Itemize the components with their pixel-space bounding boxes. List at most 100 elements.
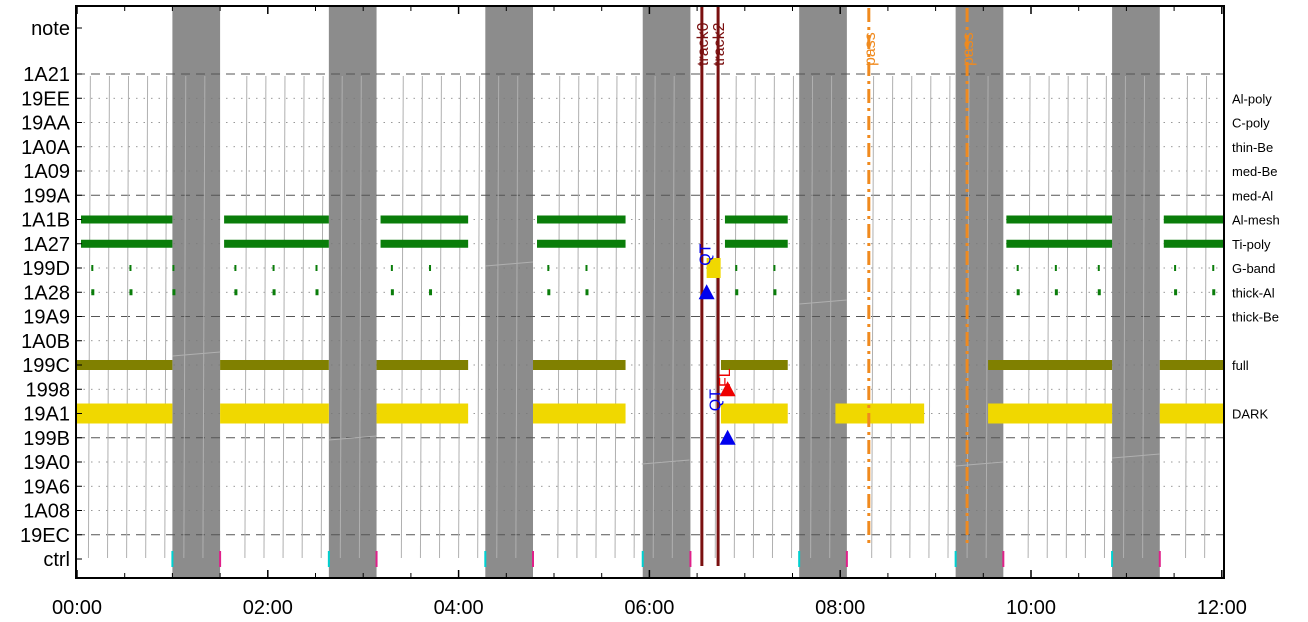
y-label-19A6: 19A6 [23,476,70,498]
bar-19A1-4 [720,403,788,424]
tick-199D-0-1 [129,265,132,271]
y-label-19A0: 19A0 [23,452,70,474]
track-label-0: track0 [695,22,712,66]
bar-199C-1 [220,360,329,370]
annotation-fl-1: FL [717,368,734,387]
tick-1A28-7-0 [1174,289,1178,296]
bar-1A1B-4 [724,215,788,224]
y-label-19A9: 19A9 [23,307,70,329]
orbit-link-1 [328,435,377,441]
tick-199D-2-1 [429,265,432,271]
tick-199D-1-1 [272,265,275,271]
pass-label-1: pass [960,32,977,66]
diag-3-0 [557,75,561,559]
orbit-link-2 [485,261,534,267]
y-label-19EE: 19EE [21,88,70,110]
bar-199C-7 [1159,360,1224,370]
triangle-blue-0 [698,284,715,300]
tick-1A28-0-0 [91,289,95,296]
y-label-199D: 199D [22,258,70,280]
bar-199C-2 [376,360,469,370]
y-label-1A21: 1A21 [23,64,70,86]
diag-1-3 [301,75,305,559]
row-note-19A9: thick-Be [1232,310,1279,325]
diag-6-5 [1123,75,1126,559]
orbit-diagonal-lines [87,75,1208,559]
y-label-19AA: 19AA [21,113,71,135]
bar-1A27-4 [724,239,788,248]
diag-2-3 [458,75,462,559]
x-label-00:00: 00:00 [52,597,102,619]
tick-1A28-2-0 [390,289,394,296]
tick-1A28-4-0 [735,289,739,296]
pass-label-0: pass [862,32,879,66]
diag-7-1 [1204,75,1208,559]
bar-19A1-2 [376,403,469,424]
diag-6-1 [1046,75,1050,559]
bar-19A1-3 [533,403,626,424]
tick-1A28-0-1 [129,289,133,296]
diag-0-6 [202,75,206,559]
bar-19A1-6 [988,403,1113,424]
y-label-note: note [31,18,70,40]
bar-199C-3 [533,360,626,370]
tick-199D-0-0 [91,265,94,271]
diag-4-3 [771,75,775,559]
y-label-199A: 199A [23,185,70,207]
tick-199D-4-1 [773,265,776,271]
diag-2-5 [496,75,500,559]
y-label-199B: 199B [23,428,70,450]
diag-5-2 [909,75,913,559]
x-label-08:00: 08:00 [815,597,865,619]
bar-1A1B-1 [224,215,329,224]
y-label-1A27: 1A27 [23,234,70,256]
diag-1-4 [320,75,324,559]
bar-19A1-5 [835,403,925,424]
row-note-19EE: Al-poly [1232,91,1272,106]
gray-band-5 [955,6,1004,578]
bar-199C-0 [77,360,173,370]
bar-1A1B-2 [380,215,469,224]
annotation-qt-0: QT [698,243,715,265]
annotation-qt-2: QT [707,389,724,411]
tick-1A28-1-1 [272,289,276,296]
x-label-10:00: 10:00 [1006,597,1056,619]
diag-3-5 [652,75,656,559]
gray-band-4 [799,6,847,578]
row-note-19A1: DARK [1232,407,1268,422]
diag-6-6 [1142,75,1146,559]
y-label-1A28: 1A28 [23,282,70,304]
y-label-199C: 199C [22,355,70,377]
tick-199D-2-0 [390,265,393,271]
diag-2-4 [477,75,481,559]
orbit-link-0 [172,351,221,357]
bar-19A1-0 [77,403,173,424]
tick-1A28-1-0 [234,289,238,296]
bar-1A27-3 [537,239,626,248]
y-label-1A1B: 1A1B [21,210,70,232]
diag-3-6 [671,75,675,559]
bar-199C-4 [720,360,788,370]
row-note-199C: full [1232,358,1249,373]
diag-3-1 [576,75,580,559]
triangle-blue-2 [719,429,736,445]
x-label-12:00: 12:00 [1197,597,1247,619]
row-note-1A28: thick-Al [1232,285,1275,300]
diag-2-0 [400,75,404,559]
diag-4-4 [791,75,794,559]
tick-1A28-6-2 [1097,289,1101,296]
diag-0-4 [164,75,168,559]
tick-1A28-4-1 [773,289,777,296]
diag-6-0 [1027,75,1031,559]
bar-1A1B-7 [1163,215,1224,224]
diag-0-2 [126,75,130,559]
tick-199D-1-0 [234,265,237,271]
y-label-19A1: 19A1 [23,404,70,426]
gray-band-6 [1112,6,1160,578]
tick-199D-7-0 [1174,265,1177,271]
diag-4-1 [733,75,737,559]
diag-1-0 [244,75,248,559]
orbit-link-6 [1112,453,1160,459]
tick-199D-1-2 [315,265,318,271]
orbit-link-3 [641,459,690,465]
